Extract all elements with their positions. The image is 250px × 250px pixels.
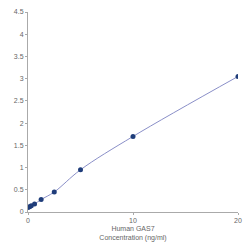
svg-text:1: 1 xyxy=(20,164,24,171)
svg-text:0: 0 xyxy=(26,217,30,224)
svg-text:0: 0 xyxy=(20,208,24,215)
svg-text:2.5: 2.5 xyxy=(14,97,24,104)
svg-text:4.5: 4.5 xyxy=(14,8,24,15)
svg-text:4: 4 xyxy=(20,31,24,38)
svg-text:1.5: 1.5 xyxy=(14,142,24,149)
svg-text:20: 20 xyxy=(234,217,242,224)
svg-text:3: 3 xyxy=(20,75,24,82)
svg-text:0.5: 0.5 xyxy=(14,186,24,193)
svg-text:2: 2 xyxy=(20,120,24,127)
svg-text:10: 10 xyxy=(129,217,137,224)
svg-text:Human GAS7Concentration (ng/ml: Human GAS7Concentration (ng/ml) xyxy=(99,225,166,242)
svg-text:3.5: 3.5 xyxy=(14,53,24,60)
